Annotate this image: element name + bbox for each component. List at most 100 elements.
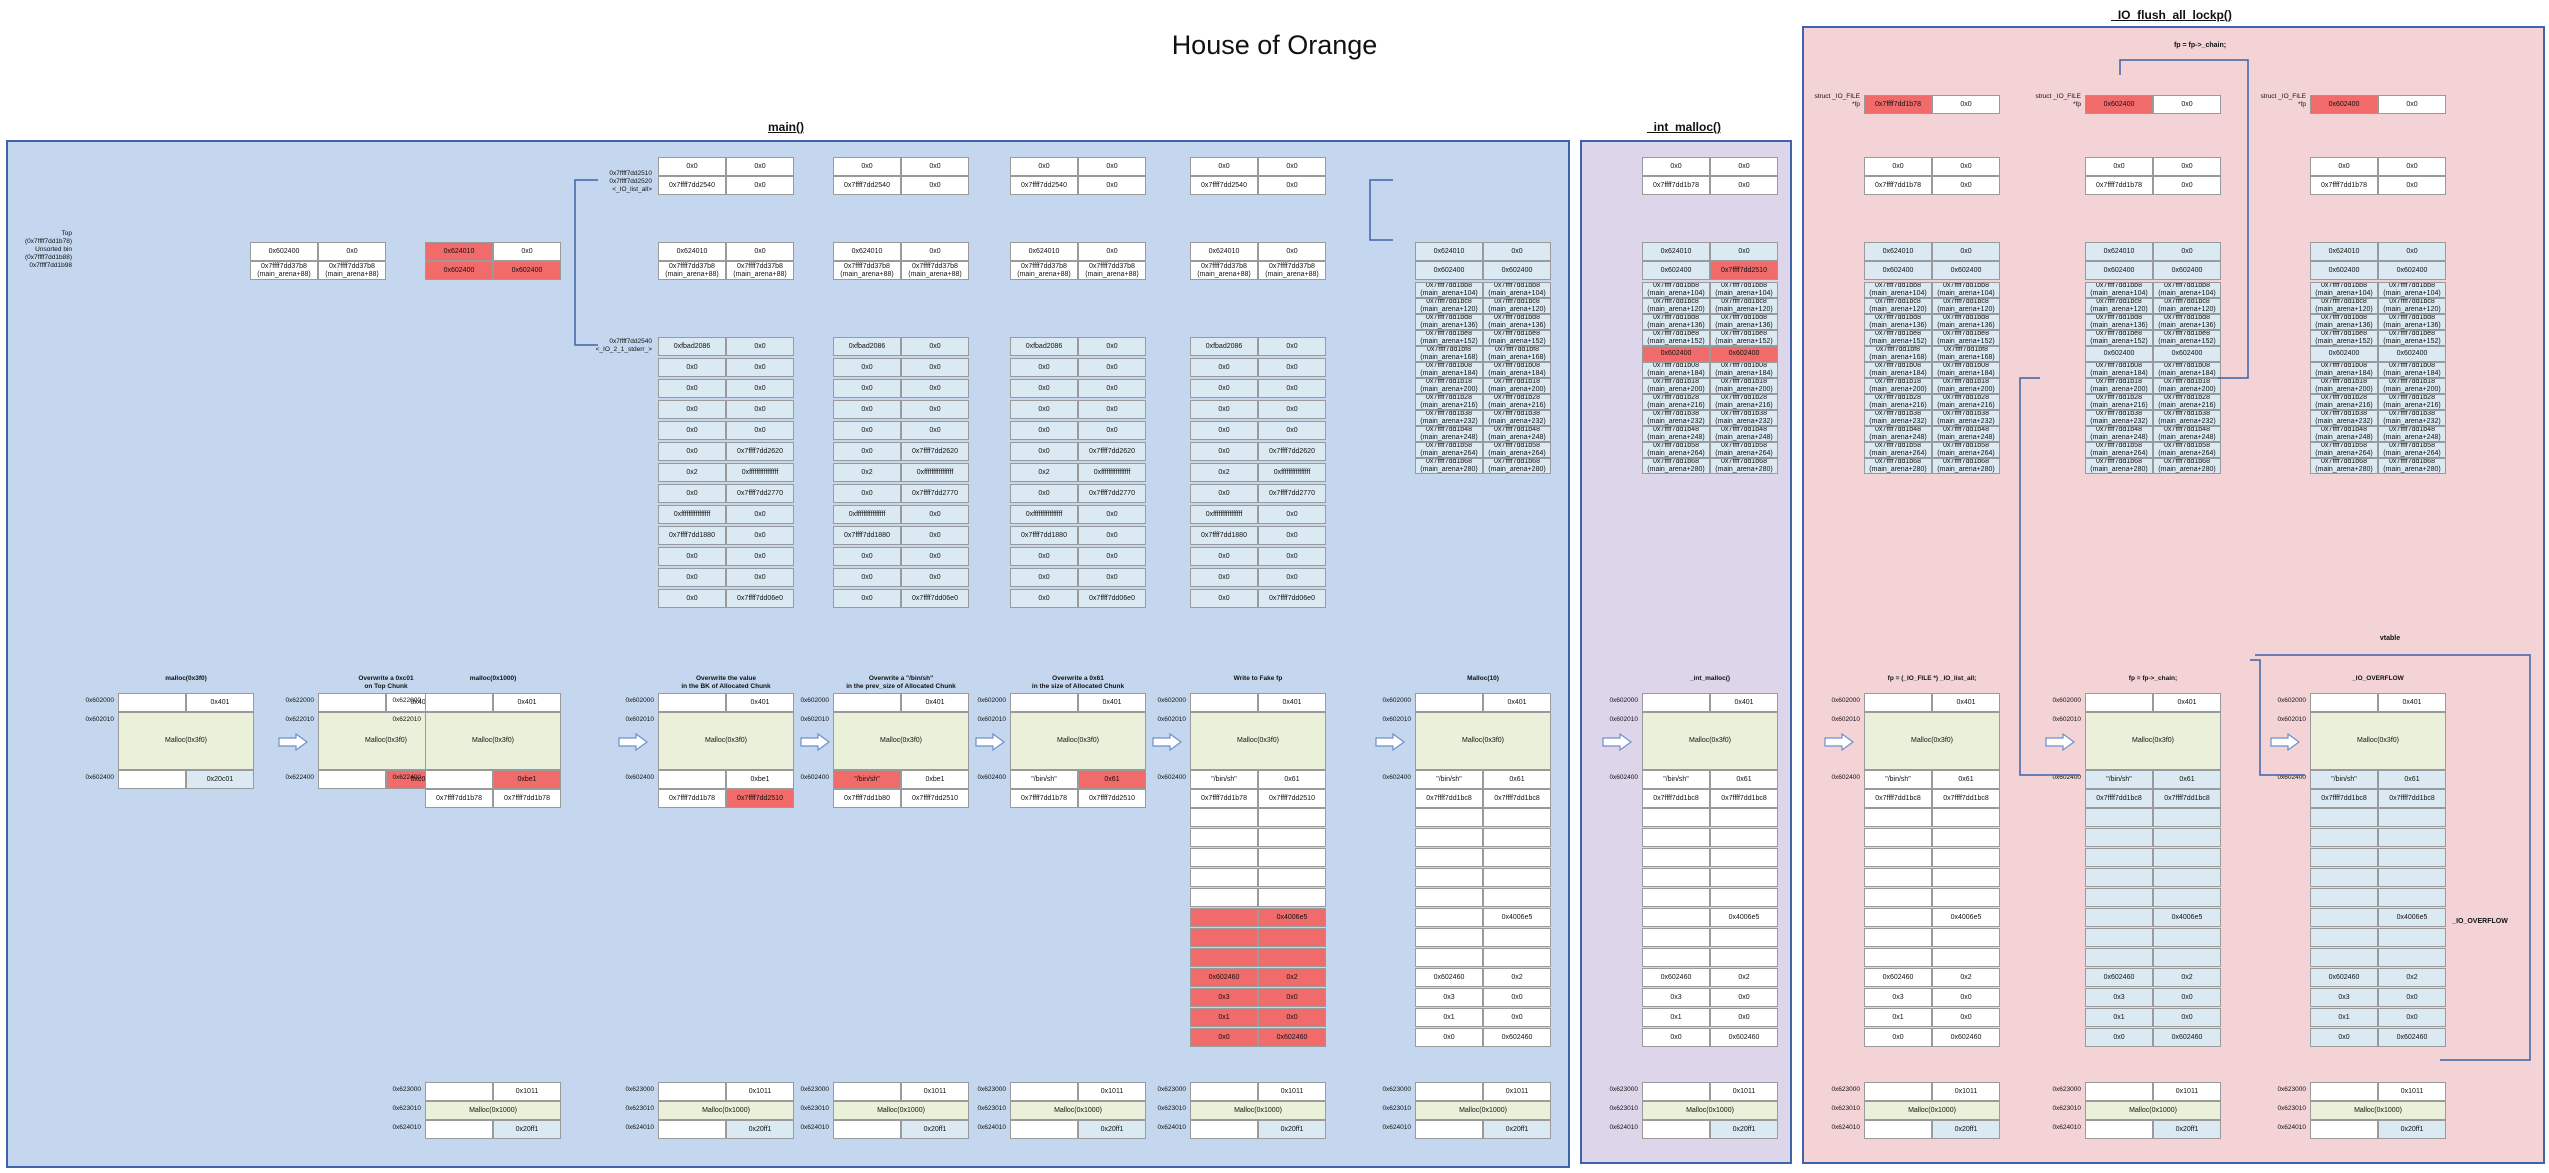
memory-cell: 0x0	[658, 442, 726, 461]
memory-cell: 0x602400	[2378, 261, 2446, 280]
memory-cell: 0x0	[726, 547, 794, 566]
memory-cell: 0x1011	[901, 1082, 969, 1101]
memory-cell: 0x0	[833, 379, 901, 398]
memory-cell: 0xbe1	[493, 770, 561, 789]
address-label: 0x624010	[1157, 1124, 1186, 1131]
memory-cell: 0x7ffff7dd1bc8	[1415, 789, 1483, 808]
memory-cell: 0x20c01	[186, 770, 254, 789]
memory-cell: 0x7ffff7dd2510	[1078, 789, 1146, 808]
memory-cell: 0x7ffff7dd06e0	[1258, 589, 1326, 608]
address-label: 0x623000	[2052, 1086, 2081, 1093]
memory-cell: 0xfbad2086	[658, 337, 726, 356]
memory-cell: 0x624010	[1415, 242, 1483, 261]
memory-cell: 0x7ffff7dd1bb8 (main_arena+104)	[1483, 282, 1551, 298]
memory-cell	[1258, 928, 1326, 947]
memory-cell: 0x7ffff7dd37b8 (main_arena+88)	[1078, 261, 1146, 280]
memory-cell: 0x7ffff7dd1b08 (main_arena+184)	[1415, 362, 1483, 378]
address-label: 0x602400	[800, 774, 829, 781]
memory-cell	[1710, 848, 1778, 867]
memory-cell	[2378, 828, 2446, 847]
flow-arrow-icon	[1824, 733, 1854, 751]
malloc-chunk-body: Malloc(0x3f0)	[658, 712, 794, 770]
memory-cell: 0x7ffff7dd1bc8	[1642, 789, 1710, 808]
memory-cell: 0x7ffff7dd1bc8 (main_arena+120)	[2085, 298, 2153, 314]
memory-cell: 0x0	[658, 547, 726, 566]
flow-arrow-icon	[1152, 733, 1182, 751]
memory-cell	[1483, 868, 1551, 887]
memory-cell: 0x7ffff7dd2510	[1710, 261, 1778, 280]
memory-cell: 0x0	[1932, 157, 2000, 176]
memory-cell: 0x0	[1010, 568, 1078, 587]
memory-cell: 0x7ffff7dd2620	[901, 442, 969, 461]
memory-cell	[1483, 848, 1551, 867]
address-label: 0x623010	[2052, 1105, 2081, 1112]
memory-cell: 0x602460	[1483, 1028, 1551, 1047]
memory-cell: 0x7ffff7dd1b08 (main_arena+184)	[1864, 362, 1932, 378]
memory-cell: 0x0	[901, 547, 969, 566]
memory-cell: 0x4006e5	[2153, 908, 2221, 927]
address-label: 0x602010	[2052, 716, 2081, 723]
memory-cell: 0x0	[833, 400, 901, 419]
memory-cell: 0x602400	[2153, 346, 2221, 362]
struct-io-file-label: struct _IO_FILE *fp	[1814, 93, 1860, 108]
memory-cell: 0x0	[1078, 379, 1146, 398]
memory-cell: 0x624010	[1010, 242, 1078, 261]
memory-cell	[425, 693, 493, 712]
memory-cell: 0x7ffff7dd1b18 (main_arena+200)	[2153, 378, 2221, 394]
malloc-chunk-body: Malloc(0x3f0)	[1415, 712, 1551, 770]
memory-cell: 0x602400	[1932, 261, 2000, 280]
memory-cell: 0x0	[2378, 242, 2446, 261]
memory-cell: 0x2	[1190, 463, 1258, 482]
memory-cell	[2310, 868, 2378, 887]
memory-cell: 0x7ffff7dd1bf8 (main_arena+168)	[1932, 346, 2000, 362]
memory-cell: 0x0	[1932, 242, 2000, 261]
memory-cell: 0x7ffff7dd1b78	[1864, 95, 1932, 114]
memory-cell	[2310, 928, 2378, 947]
memory-cell: 0x401	[1483, 693, 1551, 712]
memory-cell	[1415, 848, 1483, 867]
memory-cell: 0x0	[1190, 484, 1258, 503]
memory-cell: 0x20ff1	[2153, 1120, 2221, 1139]
memory-cell	[1190, 808, 1258, 827]
memory-cell: 0x0	[833, 589, 901, 608]
address-label: 0x623000	[977, 1086, 1006, 1093]
memory-cell: 0x602460	[2085, 968, 2153, 987]
memory-cell: 0x0	[1258, 505, 1326, 524]
memory-cell: 0x602400	[1642, 261, 1710, 280]
memory-cell	[1710, 888, 1778, 907]
memory-cell: 0x7ffff7dd1bc8 (main_arena+120)	[1483, 298, 1551, 314]
memory-cell	[2310, 808, 2378, 827]
memory-cell: 0x0	[901, 358, 969, 377]
memory-cell	[2085, 888, 2153, 907]
memory-cell: 0x7ffff7dd1bb8 (main_arena+104)	[1642, 282, 1710, 298]
address-label: 0x622400	[392, 774, 421, 781]
memory-cell	[1190, 693, 1258, 712]
memory-cell: 0x1011	[2153, 1082, 2221, 1101]
malloc-1000-body: Malloc(0x1000)	[1642, 1101, 1778, 1120]
malloc-1000-body: Malloc(0x1000)	[2085, 1101, 2221, 1120]
address-label: 0x602010	[800, 716, 829, 723]
memory-cell: 0x7ffff7dd1bc8	[2153, 789, 2221, 808]
memory-cell: 0x0	[901, 421, 969, 440]
address-label: 0x623000	[2277, 1086, 2306, 1093]
memory-cell: 0x7ffff7dd1b58 (main_arena+264)	[1864, 442, 1932, 458]
memory-cell: 0x0	[1078, 547, 1146, 566]
memory-cell: 0x7ffff7dd1b58 (main_arena+264)	[2310, 442, 2378, 458]
memory-cell	[1010, 1120, 1078, 1139]
memory-cell: 0x7ffff7dd1bf8 (main_arena+168)	[1483, 346, 1551, 362]
memory-cell: 0x0	[318, 242, 386, 261]
memory-cell: 0x7ffff7dd1b38 (main_arena+232)	[1710, 410, 1778, 426]
memory-cell	[1190, 828, 1258, 847]
memory-cell	[1642, 808, 1710, 827]
memory-cell: 0x7ffff7dd1b28 (main_arena+216)	[2378, 394, 2446, 410]
memory-cell: 0x7ffff7dd1b08 (main_arena+184)	[1710, 362, 1778, 378]
memory-cell: 0x0	[1710, 1008, 1778, 1027]
memory-cell: 0x0	[833, 157, 901, 176]
memory-cell: 0x7ffff7dd2540	[1010, 176, 1078, 195]
memory-cell	[2085, 848, 2153, 867]
memory-cell: 0x0	[1190, 547, 1258, 566]
address-label: 0x602010	[1609, 716, 1638, 723]
memory-cell: 0x2	[658, 463, 726, 482]
memory-cell: 0x7ffff7dd1b18 (main_arena+200)	[1932, 378, 2000, 394]
memory-cell	[1010, 693, 1078, 712]
